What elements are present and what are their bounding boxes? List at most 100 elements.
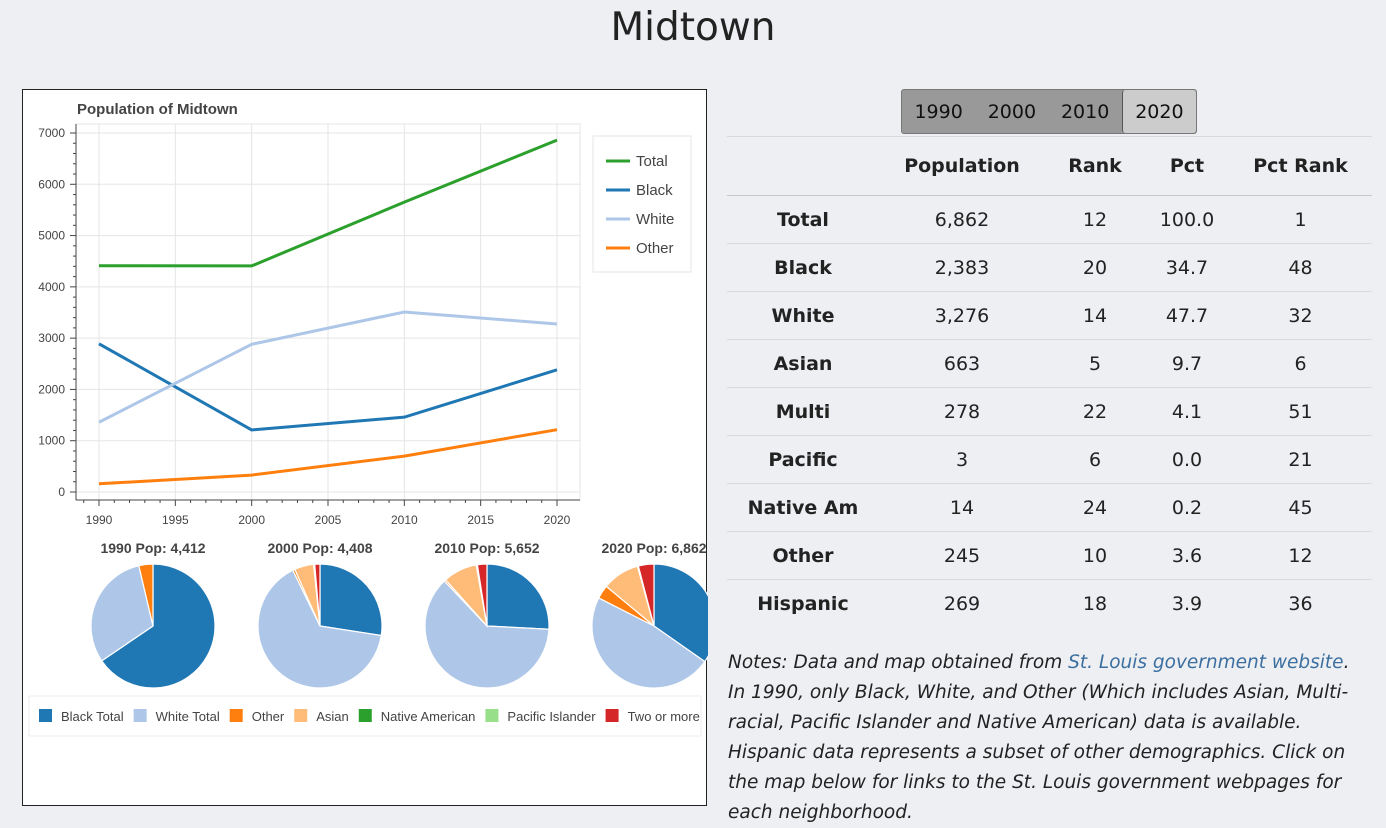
- header-pct-rank: Pct Rank: [1229, 136, 1372, 196]
- cell-pct-rank: 6: [1229, 339, 1372, 388]
- pie-legend-label: Asian: [316, 709, 349, 724]
- line-chart-title: Population of Midtown: [77, 101, 238, 118]
- pie-legend-swatch: [605, 709, 619, 722]
- cell-population: 14: [879, 483, 1045, 532]
- x-tick-label: 2005: [315, 513, 342, 527]
- pie-slice-white-total: [424, 580, 550, 689]
- tab-2010[interactable]: 2010: [1060, 100, 1110, 123]
- cell-category: White: [727, 291, 879, 340]
- cell-rank: 6: [1045, 435, 1145, 484]
- series-line-black: [98, 342, 558, 432]
- pie-legend-label: Two or more: [628, 709, 700, 724]
- table-row: Black 2,383 20 34.7 48: [727, 243, 1372, 292]
- cell-population: 3,276: [879, 291, 1045, 340]
- x-tick-label: 2015: [467, 513, 494, 527]
- pie-slice-black-total: [486, 563, 550, 630]
- cell-population: 269: [879, 579, 1045, 627]
- cell-pct: 3.9: [1145, 579, 1229, 627]
- cell-pct: 34.7: [1145, 243, 1229, 292]
- cell-category: Pacific: [727, 435, 879, 484]
- cell-category: Native Am: [727, 483, 879, 532]
- series-line-total: [98, 138, 558, 268]
- header-blank: [727, 136, 879, 196]
- charts-svg: Population of Midtown 0 1000 2000 3000 4000 50…: [28, 101, 708, 737]
- tab-2020[interactable]: 2020: [1121, 90, 1196, 133]
- cell-category: Asian: [727, 339, 879, 388]
- y-tick-label: 2000: [38, 382, 65, 396]
- pie-title: 1990 Pop: 4,412: [100, 540, 205, 556]
- y-tick-label: 1000: [38, 434, 65, 448]
- cell-pct: 9.7: [1145, 339, 1229, 388]
- cell-population: 6,862: [879, 195, 1045, 244]
- pie-slice-black-total: [100, 563, 216, 689]
- x-tick-label: 1990: [86, 513, 113, 527]
- pie-legend-swatch: [39, 709, 52, 722]
- cell-pct-rank: 1: [1229, 195, 1372, 244]
- pie-slice-two-or-more: [314, 563, 321, 627]
- pie-slice-two-or-more: [637, 563, 655, 627]
- x-tick-label: 2010: [391, 513, 418, 527]
- table-row: Hispanic 269 18 3.9 36: [727, 579, 1372, 627]
- cell-rank: 22: [1045, 387, 1145, 436]
- cell-pct: 0.2: [1145, 483, 1229, 532]
- pie-legend-swatch: [358, 709, 372, 722]
- cell-pct-rank: 36: [1229, 579, 1372, 627]
- chart-panel: Population of Midtown 0 1000 2000 3000 4000 50…: [22, 89, 708, 806]
- page-title: Midtown: [610, 5, 776, 50]
- cell-population: 3: [879, 435, 1045, 484]
- series-line-other: [98, 428, 558, 486]
- pie-legend-swatch: [133, 709, 147, 722]
- cell-rank: 20: [1045, 243, 1145, 292]
- legend-label-total: Total: [636, 153, 668, 170]
- pie-title: 2000 Pop: 4,408: [267, 540, 372, 556]
- pie-slice-other: [138, 563, 154, 627]
- cell-category: Hispanic: [727, 579, 879, 627]
- y-tick-label: 0: [58, 485, 65, 499]
- y-tick-label: 7000: [38, 126, 65, 140]
- pie-legend-label: Other: [252, 709, 285, 724]
- pie-title: 2010 Pop: 5,652: [434, 540, 539, 556]
- tab-2000[interactable]: 2000: [987, 100, 1037, 123]
- pie-legend-label: Pacific Islander: [507, 709, 596, 724]
- cell-pct: 47.7: [1145, 291, 1229, 340]
- legend-label-black: Black: [636, 182, 673, 199]
- cell-rank: 24: [1045, 483, 1145, 532]
- table-row: Asian 663 5 9.7 6: [727, 339, 1372, 388]
- pie-slice-black-total: [653, 563, 708, 663]
- table-row: Pacific 3 6 0.0 21: [727, 435, 1372, 484]
- cell-pct-rank: 51: [1229, 387, 1372, 436]
- table-row: Multi 278 22 4.1 51: [727, 387, 1372, 436]
- table-header-row: Population Rank Pct Pct Rank: [727, 136, 1372, 196]
- table-row: White 3,276 14 47.7 32: [727, 291, 1372, 340]
- x-tick-label: 2020: [544, 513, 571, 527]
- y-tick-label: 5000: [38, 229, 65, 243]
- pie-legend-label: White Total: [156, 709, 220, 724]
- cell-population: 2,383: [879, 243, 1045, 292]
- pie-slice-two-or-more: [476, 563, 488, 627]
- notes-prefix: Notes: Data and map obtained from: [728, 652, 1069, 673]
- pie-legend-swatch: [485, 709, 499, 722]
- cell-pct: 4.1: [1145, 387, 1229, 436]
- header-population: Population: [879, 136, 1045, 196]
- cell-pct-rank: 32: [1229, 291, 1372, 340]
- y-tick-label: 4000: [38, 280, 65, 294]
- cell-category: Black: [727, 243, 879, 292]
- pie-title: 2020 Pop: 6,862: [601, 540, 706, 556]
- pie-slice-white-total: [257, 569, 382, 689]
- tab-1990[interactable]: 1990: [914, 100, 963, 123]
- cell-category: Other: [727, 531, 879, 580]
- cell-pct-rank: 12: [1229, 531, 1372, 580]
- cell-rank: 18: [1045, 579, 1145, 627]
- government-website-link[interactable]: St. Louis government website: [1068, 652, 1344, 673]
- pie-legend-swatch: [229, 709, 243, 722]
- legend-label-white: White: [636, 211, 674, 228]
- y-tick-label: 6000: [38, 177, 65, 191]
- notes-suffix: . In 1990, only Black, White, and Other …: [728, 652, 1350, 823]
- table-row: Total 6,862 12 100.0 1: [727, 195, 1372, 244]
- cell-rank: 5: [1045, 339, 1145, 388]
- year-tabs: 1990 2000 2010 2020: [901, 89, 1197, 134]
- x-tick-label: 2000: [238, 513, 265, 527]
- header-rank: Rank: [1045, 136, 1145, 196]
- cell-population: 245: [879, 531, 1045, 580]
- cell-category: Total: [727, 195, 879, 244]
